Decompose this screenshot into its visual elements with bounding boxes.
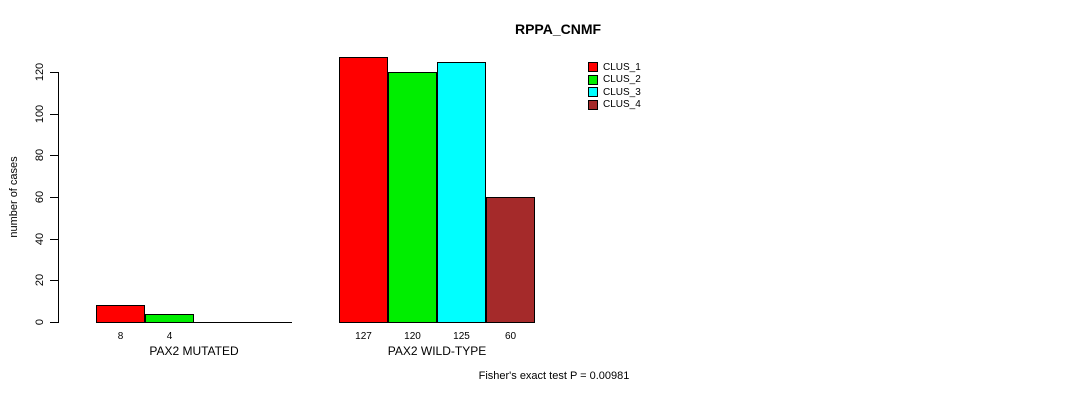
- y-tick: [50, 238, 58, 240]
- bar-value-label: 125: [453, 331, 470, 342]
- y-axis-label: number of cases: [8, 156, 20, 238]
- y-tick: [50, 280, 58, 282]
- bar-clus_2: [145, 313, 194, 323]
- y-tick: [50, 197, 58, 198]
- bar-clus_1: [339, 57, 388, 323]
- x-axis-baseline: [96, 322, 292, 323]
- x-group-label: PAX2 WILD-TYPE: [387, 344, 487, 358]
- legend: CLUS_1 CLUS_2 CLUS_3 CLUS_4: [588, 61, 641, 111]
- legend-label: CLUS_2: [603, 74, 641, 86]
- y-tick-label: 20: [34, 274, 46, 287]
- bar-clus_1: [96, 305, 145, 323]
- legend-item: CLUS_1: [588, 61, 641, 74]
- y-tick: [50, 155, 58, 157]
- bar-clus_3: [437, 61, 486, 323]
- y-tick: [50, 322, 58, 323]
- bar-value-label: 4: [166, 331, 173, 342]
- fisher-test-annotation: Fisher's exact test P = 0.00981: [478, 370, 630, 382]
- bar-value-label: 120: [404, 331, 421, 342]
- y-tick-label: 40: [34, 232, 46, 245]
- chart-title: RPPA_CNMF: [514, 21, 602, 37]
- y-tick-label: 80: [34, 149, 46, 162]
- x-group-label: PAX2 MUTATED: [149, 344, 239, 358]
- legend-item: CLUS_4: [588, 99, 641, 112]
- legend-label: CLUS_1: [603, 61, 641, 73]
- y-axis-line: [58, 72, 59, 323]
- legend-swatch-icon: [588, 87, 598, 98]
- legend-swatch-icon: [588, 99, 598, 110]
- bar-value-label: 127: [355, 331, 372, 342]
- y-tick-label: 60: [34, 190, 46, 204]
- bar-clus_2: [388, 72, 437, 323]
- legend-label: CLUS_4: [603, 99, 641, 111]
- bar-clus_4: [486, 197, 535, 323]
- legend-item: CLUS_3: [588, 86, 641, 99]
- bar-value-label: 60: [504, 331, 517, 342]
- y-tick-label: 0: [34, 318, 46, 326]
- y-tick: [50, 72, 58, 73]
- legend-label: CLUS_3: [603, 86, 641, 98]
- legend-swatch-icon: [588, 74, 598, 85]
- legend-item: CLUS_2: [588, 74, 641, 87]
- y-tick-label: 100: [34, 104, 46, 123]
- y-tick-label: 120: [34, 62, 46, 82]
- legend-swatch-icon: [588, 62, 598, 73]
- bar-value-label: 8: [117, 331, 124, 342]
- y-tick: [50, 113, 58, 115]
